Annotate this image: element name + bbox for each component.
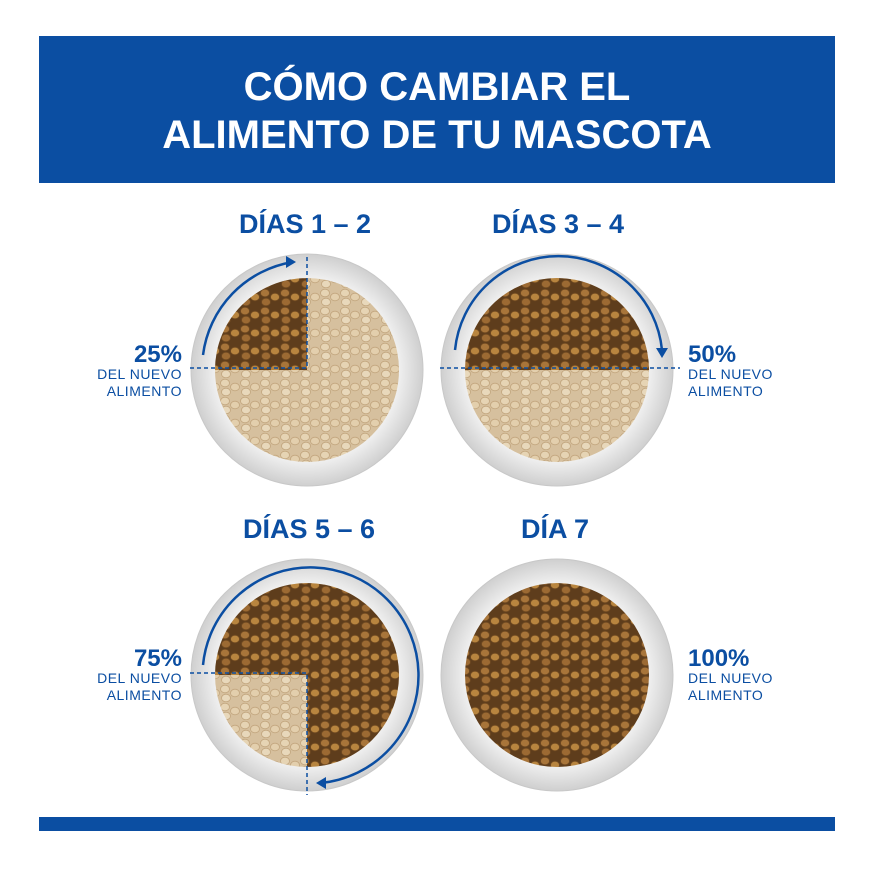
caption: DEL NUEVO (688, 670, 773, 686)
percent: 25% (134, 341, 182, 368)
step-label: DÍAS 1 – 2 (239, 208, 371, 239)
guides (190, 255, 680, 795)
title-line: ALIMENTO DE TU MASCOTA (162, 113, 712, 157)
percent: 75% (134, 645, 182, 672)
caption: DEL NUEVO (97, 366, 182, 382)
caption: DEL NUEVO (688, 366, 773, 382)
title-line: CÓMO CAMBIAR EL (244, 63, 631, 109)
bowl (440, 558, 674, 792)
step-label: DÍA 7 (521, 513, 589, 544)
caption: ALIMENTO (107, 383, 182, 399)
header-banner (39, 36, 835, 183)
caption: ALIMENTO (688, 687, 763, 703)
percent: 50% (688, 341, 736, 368)
caption: DEL NUEVO (97, 670, 182, 686)
footer-bar (39, 817, 835, 831)
percent: 100% (688, 645, 749, 672)
step-label: DÍAS 3 – 4 (492, 208, 624, 239)
bowl (440, 253, 674, 487)
caption: ALIMENTO (688, 383, 763, 399)
step-label: DÍAS 5 – 6 (243, 513, 375, 544)
caption: ALIMENTO (107, 687, 182, 703)
bowl (190, 253, 424, 487)
